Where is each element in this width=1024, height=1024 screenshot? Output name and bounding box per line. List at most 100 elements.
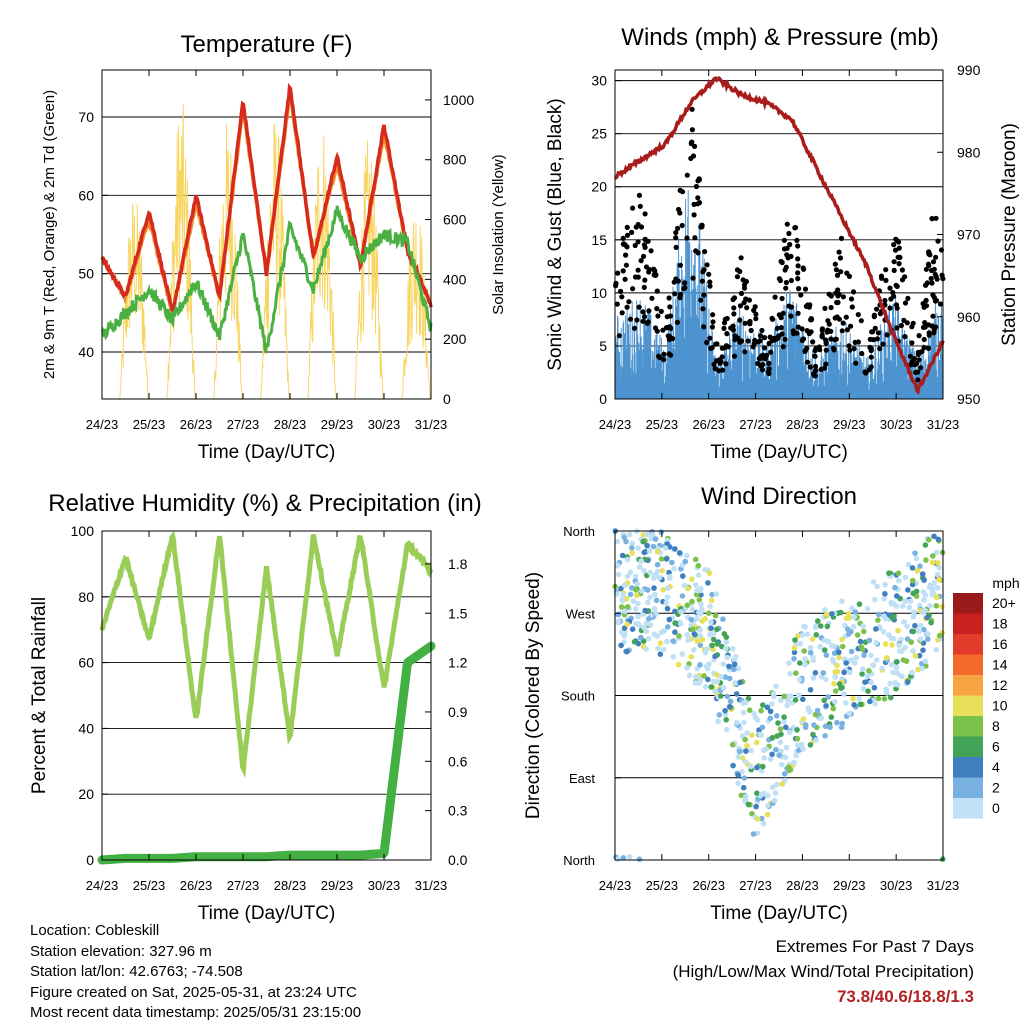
- gust-point: [758, 355, 764, 361]
- direction-point: [929, 559, 936, 566]
- direction-point: [823, 611, 830, 618]
- dir-x-tick-label: 31/23: [927, 878, 960, 893]
- direction-point: [739, 769, 745, 775]
- direction-point: [800, 746, 806, 752]
- gust-point: [836, 249, 842, 255]
- direction-point: [629, 626, 636, 632]
- direction-point: [665, 585, 671, 591]
- gust-point: [666, 351, 672, 357]
- temp-x-tick-label: 26/23: [180, 417, 213, 432]
- gust-point: [648, 248, 654, 254]
- direction-point: [618, 604, 625, 610]
- direction-point: [927, 603, 933, 609]
- direction-point: [709, 591, 715, 598]
- gust-point: [866, 367, 872, 373]
- direction-point: [751, 710, 757, 717]
- direction-point: [769, 701, 775, 707]
- gust-point: [883, 267, 889, 273]
- gust-point: [891, 259, 897, 265]
- direction-point: [931, 580, 937, 586]
- direction-point: [663, 556, 670, 562]
- direction-point: [635, 600, 641, 607]
- temp-x-tick-label: 24/23: [86, 417, 119, 432]
- direction-point: [831, 650, 838, 656]
- direction-point: [832, 674, 838, 680]
- direction-point: [797, 660, 803, 666]
- extremes-box: Extremes For Past 7 Days (High/Low/Max W…: [673, 934, 974, 1009]
- direction-point: [761, 755, 768, 761]
- gust-point: [846, 343, 852, 349]
- gust-point: [926, 263, 932, 269]
- direction-point: [649, 532, 656, 538]
- direction-points: [612, 528, 946, 863]
- direction-point: [892, 584, 898, 591]
- direction-point: [866, 637, 873, 644]
- direction-point: [791, 656, 797, 662]
- direction-point: [732, 680, 739, 686]
- wind-y2-tick-label: 980: [957, 144, 981, 160]
- gust-point: [720, 367, 726, 373]
- temp-y-tick-label: 60: [78, 187, 94, 203]
- direction-point: [783, 744, 790, 751]
- gust-point: [760, 362, 766, 368]
- direction-point: [901, 619, 907, 625]
- direction-point: [933, 549, 940, 556]
- hum-y2-tick-label: 0.9: [448, 704, 468, 720]
- direction-point: [939, 603, 945, 610]
- direction-point: [842, 700, 849, 706]
- wind-x-tick-label: 30/23: [880, 417, 913, 432]
- gust-point: [626, 299, 632, 305]
- gust-point: [910, 320, 916, 326]
- gust-point: [627, 316, 634, 322]
- direction-point: [656, 574, 663, 581]
- direction-point: [733, 691, 740, 697]
- direction-point: [740, 709, 747, 716]
- gust-point: [757, 338, 763, 344]
- extremes-values: 73.8/40.6/18.8/1.3: [836, 987, 974, 1006]
- extremes-subtitle: (High/Low/Max Wind/Total Precipitation): [672, 962, 974, 981]
- gust-point: [613, 280, 619, 286]
- direction-point: [822, 607, 828, 613]
- direction-point: [839, 636, 845, 643]
- hum-x-tick-label: 26/23: [180, 878, 213, 893]
- direction-point: [813, 737, 819, 743]
- gust-point: [786, 230, 792, 237]
- wind-ylabel-right: Station Pressure (Maroon): [999, 123, 1020, 346]
- direction-point: [710, 636, 717, 643]
- direction-point: [764, 811, 771, 818]
- direction-point: [760, 763, 766, 770]
- direction-point: [802, 722, 809, 728]
- direction-point: [712, 688, 719, 695]
- direction-point: [776, 752, 782, 758]
- gust-point: [701, 292, 707, 298]
- gust-point: [774, 325, 781, 331]
- gust-point: [795, 324, 801, 330]
- gust-point: [682, 280, 688, 286]
- direction-point: [731, 666, 737, 673]
- dir-y-tick-label: South: [561, 689, 595, 704]
- direction-point: [672, 629, 678, 635]
- gust-point: [872, 325, 878, 331]
- hum-y-tick-label: 40: [78, 720, 94, 736]
- direction-point: [723, 717, 729, 723]
- direction-point: [839, 643, 846, 650]
- gust-point: [899, 267, 906, 273]
- direction-point: [720, 616, 726, 622]
- direction-point: [935, 560, 941, 566]
- gust-point: [737, 317, 743, 323]
- gust-point: [828, 336, 834, 342]
- temp-y2-tick-label: 800: [443, 152, 467, 168]
- direction-point: [669, 559, 675, 566]
- gust-point: [695, 195, 701, 201]
- direction-point: [723, 634, 730, 640]
- direction-point: [778, 697, 784, 704]
- legend-swatch: [953, 593, 983, 614]
- gust-point: [804, 359, 811, 365]
- direction-point: [702, 649, 709, 656]
- extremes-title: Extremes For Past 7 Days: [775, 937, 974, 956]
- direction-point: [817, 643, 823, 650]
- direction-point: [910, 577, 916, 584]
- direction-point: [854, 632, 861, 638]
- direction-point: [742, 794, 749, 800]
- direction-point: [793, 752, 799, 759]
